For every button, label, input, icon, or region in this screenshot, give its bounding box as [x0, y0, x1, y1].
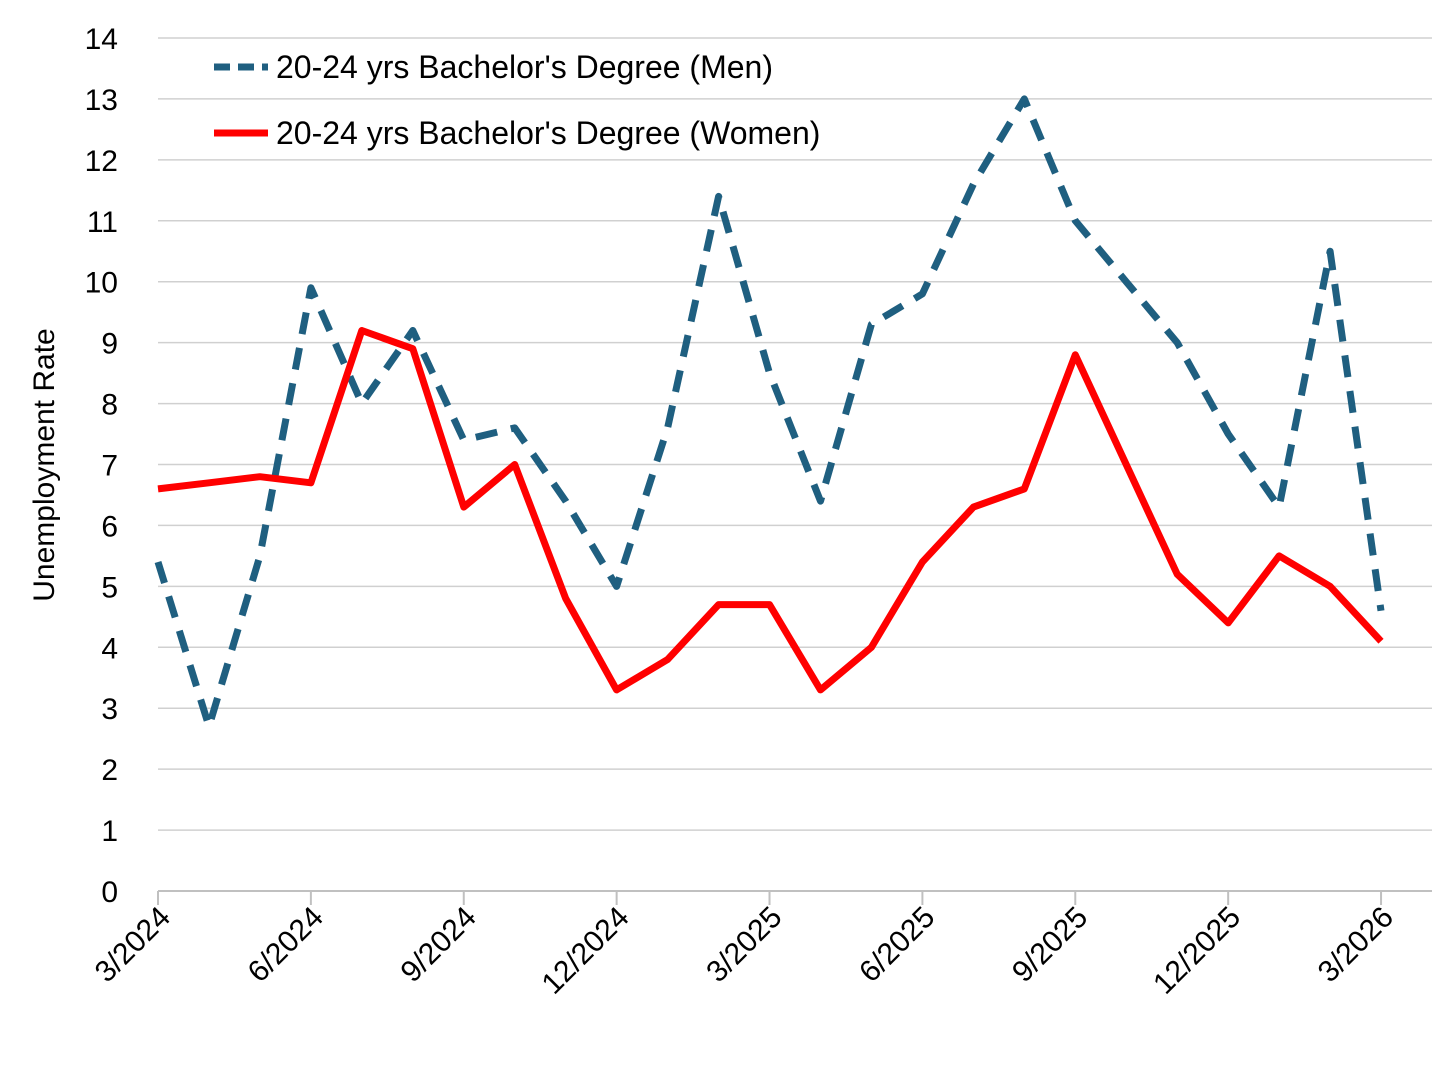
x-axis [157, 890, 1432, 905]
y-tick-label: 11 [87, 206, 118, 239]
legend: 20-24 yrs Bachelor's Degree (Men) 20-24 y… [214, 49, 820, 151]
legend-label-men: 20-24 yrs Bachelor's Degree (Men) [276, 49, 773, 85]
y-tick-label: 9 [101, 328, 118, 361]
y-tick-label: 10 [85, 267, 118, 300]
x-tick-label: 3/2024 [89, 901, 177, 989]
y-tick-label: 1 [101, 815, 118, 848]
series-line-women [157, 327, 1384, 694]
x-tick-label: 6/2024 [242, 901, 330, 989]
x-tick-label: 12/2025 [1147, 901, 1247, 1001]
gridlines [158, 37, 1432, 831]
y-tick-label: 0 [101, 876, 118, 909]
y-tick-label: 2 [101, 754, 118, 787]
x-tick-label: 3/2026 [1312, 901, 1400, 989]
y-tick-label: 12 [85, 145, 118, 178]
x-tick-label: 6/2025 [853, 901, 941, 989]
y-tick-label: 7 [101, 450, 118, 483]
x-tick-label: 3/2025 [700, 901, 788, 989]
series-line-men [154, 95, 1385, 730]
y-tick-label: 4 [101, 632, 118, 665]
x-axis-tick-labels: 3/2024 6/2024 9/2024 12/2024 3/2025 6/2025 9/2… [89, 901, 1400, 1001]
legend-label-women: 20-24 yrs Bachelor's Degree (Women) [276, 115, 820, 151]
y-tick-label: 3 [101, 693, 118, 726]
series-lines [154, 95, 1385, 730]
y-tick-label: 6 [101, 510, 118, 543]
x-tick-label: 9/2025 [1006, 901, 1094, 989]
y-tick-label: 14 [85, 23, 118, 56]
x-tick-label: 9/2024 [394, 901, 482, 989]
x-tick-label: 12/2024 [536, 901, 636, 1001]
y-axis-title: Unemployment Rate [28, 328, 61, 601]
y-tick-label: 8 [101, 389, 118, 422]
y-tick-label: 13 [85, 84, 118, 117]
y-tick-label: 5 [101, 571, 118, 604]
